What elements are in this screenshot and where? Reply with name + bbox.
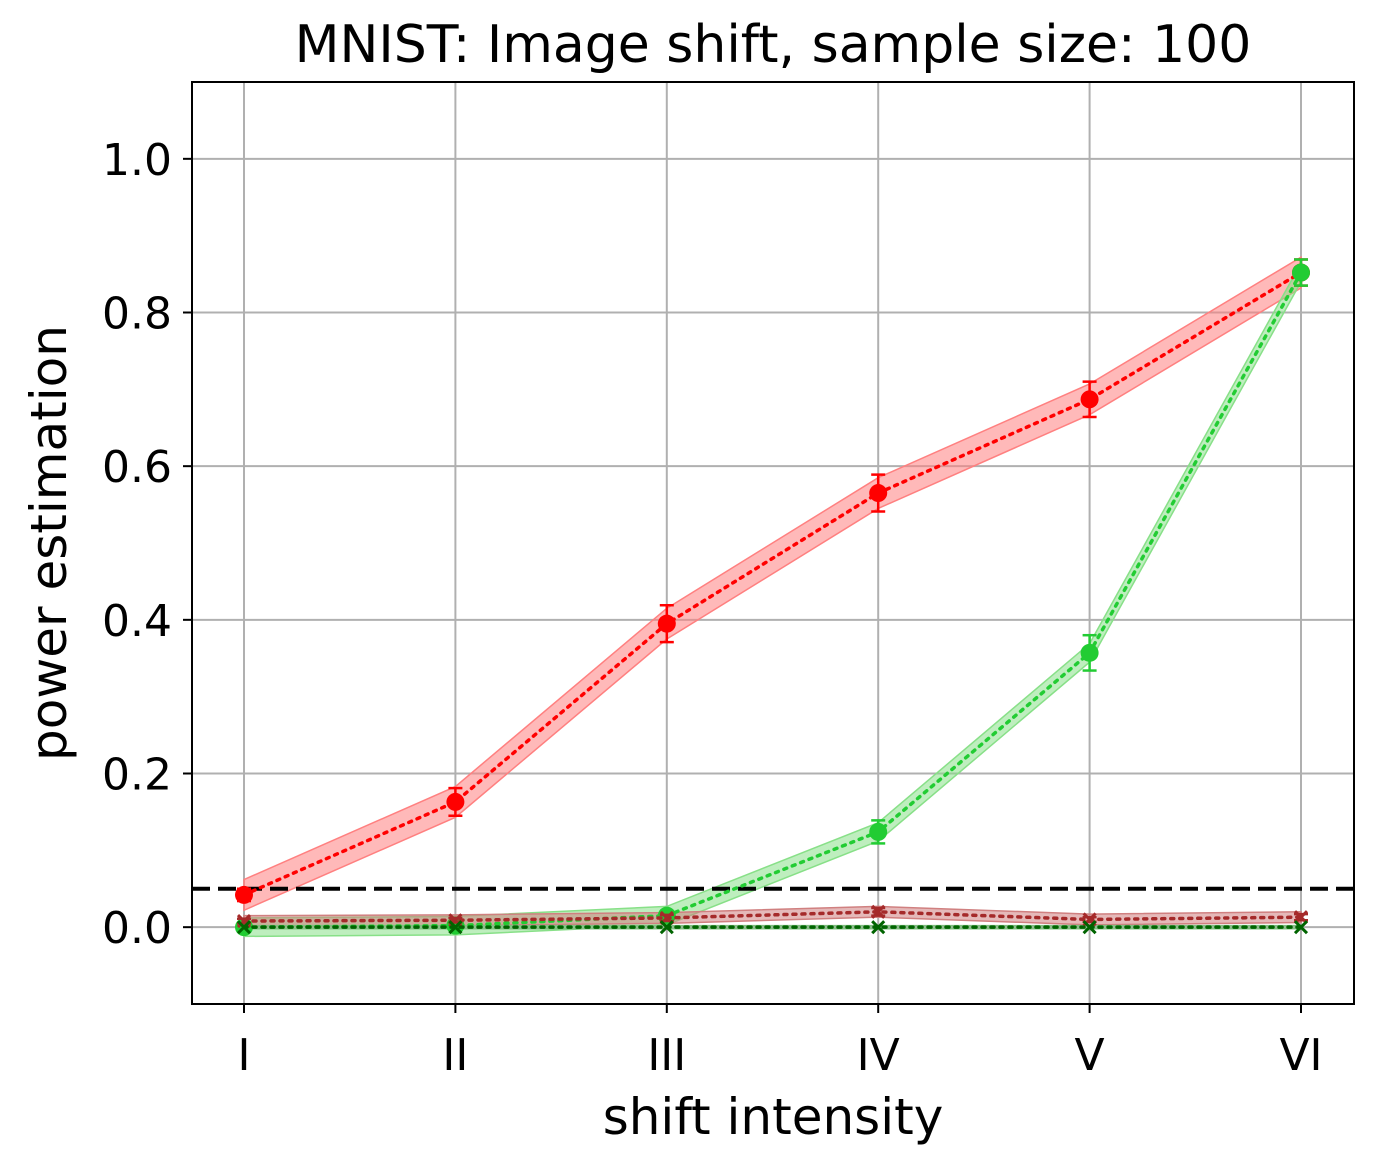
series-1-line [242, 270, 1303, 929]
series-3-point [871, 920, 886, 935]
x-tick-label: VI [1279, 1030, 1322, 1081]
series-0-point [446, 792, 465, 811]
y-tick-label: 1.0 [102, 135, 172, 186]
x-tick-label: II [442, 1030, 468, 1081]
series-0-line [242, 270, 1303, 897]
x-tick-label: I [238, 1030, 251, 1081]
series-0-band [243, 255, 1302, 912]
series-1-point [1292, 263, 1310, 282]
tick-layer: I II III IV V VI0.00.20.40.60.81.0 [102, 135, 1323, 1081]
series-3-point [659, 920, 674, 935]
x-tick-label: III [647, 1030, 686, 1081]
x-tick-label: V [1075, 1030, 1105, 1081]
series-2-point [871, 904, 886, 919]
series-3-point [236, 920, 252, 935]
series-2-line [242, 910, 1303, 923]
y-tick-label: 0.2 [102, 750, 172, 801]
chart-title: MNIST: Image shift, sample size: 100 [295, 15, 1252, 75]
plot-frame [191, 81, 1355, 1005]
series-3-point [1293, 920, 1309, 935]
y-tick-label: 0.6 [102, 442, 172, 493]
y-tick-label: 0.0 [102, 903, 172, 954]
series-0-point [869, 484, 888, 503]
series-3-point [448, 920, 463, 935]
x-axis-label: shift intensity [603, 1088, 944, 1146]
series-0-point [1080, 390, 1099, 409]
series-3-point [1082, 920, 1097, 935]
series-1-point [1080, 643, 1099, 662]
series-0-point [657, 614, 676, 633]
series-0-point [235, 885, 253, 904]
series-2-band [243, 905, 1302, 928]
x-tick-label: IV [857, 1030, 900, 1081]
series-layer [235, 258, 1310, 937]
y-axis-label: power estimation [20, 325, 78, 761]
confidence-bands [243, 255, 1302, 938]
series-1-point [869, 822, 888, 841]
y-tick-label: 0.8 [102, 289, 172, 340]
y-tick-label: 0.4 [102, 596, 172, 647]
